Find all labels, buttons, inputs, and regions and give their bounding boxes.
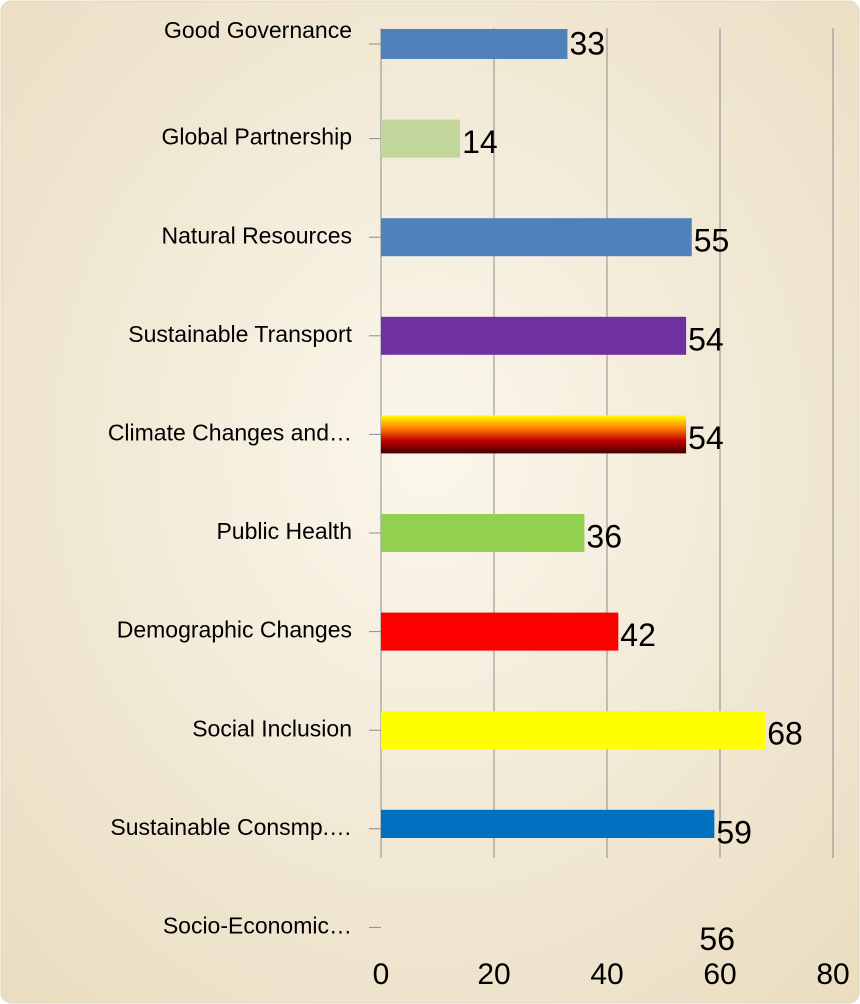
bar [381,514,585,552]
x-tick-label: 40 [590,958,623,991]
category-label: Sustainable Transport [128,321,352,347]
bar [381,316,687,355]
value-label: 14 [462,124,498,160]
category-label: Socio-Economic… [163,912,352,938]
bar [381,29,568,59]
bar [381,119,461,158]
value-label: 42 [620,617,656,653]
bar [381,711,766,750]
value-label: 33 [569,25,605,61]
x-tick-label: 60 [703,958,736,991]
bar [381,218,692,257]
value-label: 59 [716,814,752,850]
category-label: Natural Resources [162,222,352,248]
bar [381,415,687,454]
bar [381,809,715,838]
category-label: Social Inclusion [192,715,352,741]
x-tick-label: 0 [373,958,390,991]
value-label: 56 [699,921,735,957]
value-label: 55 [694,223,730,259]
category-label: Good Governance [164,17,352,43]
x-tick-label: 20 [477,958,510,991]
category-label: Sustainable Consmp.… [110,814,352,840]
category-label: Demographic Changes [117,617,352,643]
category-label: Public Health [216,518,352,544]
value-label: 54 [688,321,724,357]
x-tick-label: 80 [816,958,849,991]
value-label: 54 [688,420,724,456]
category-label: Global Partnership [162,124,353,150]
value-label: 68 [767,716,803,752]
category-label: Climate Changes and… [108,419,352,445]
value-label: 36 [586,518,622,554]
bar [381,612,619,651]
